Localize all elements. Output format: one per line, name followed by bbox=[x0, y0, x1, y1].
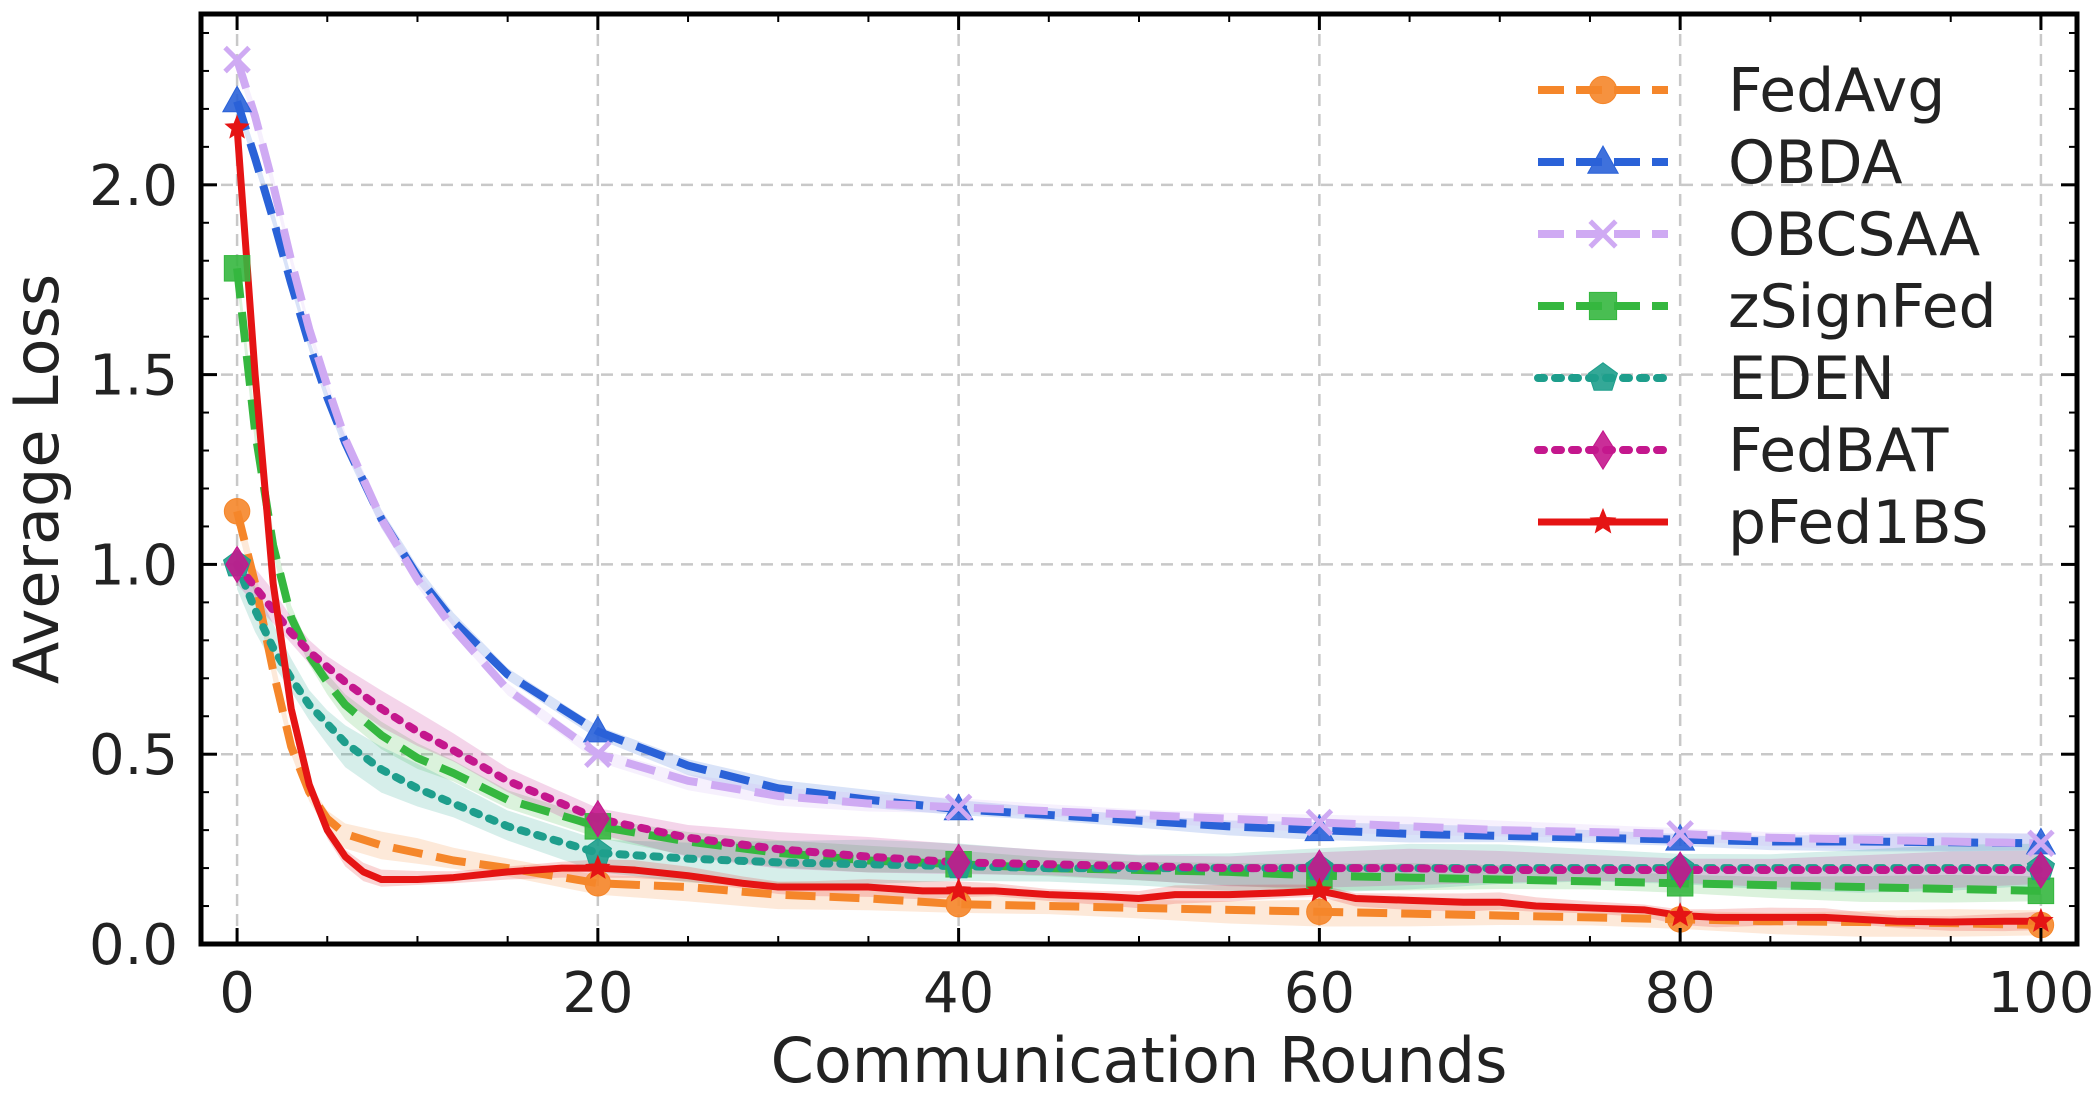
x-marker-stroke bbox=[1588, 219, 1618, 249]
y-tick-labels: 0.0 0.5 1.0 1.5 2.0 bbox=[89, 154, 178, 978]
x-tick-label: 20 bbox=[562, 961, 633, 1026]
zsignfed-line bbox=[233, 267, 2042, 895]
legend-marker-eden bbox=[1587, 362, 1619, 391]
legend-marker-fedbat bbox=[1590, 429, 1616, 471]
fedbat-marker bbox=[2029, 851, 2053, 889]
fedbat-band bbox=[237, 549, 2041, 890]
obcsaa-marker bbox=[1666, 820, 1694, 848]
obda-line bbox=[233, 100, 2041, 848]
pfed1bs-line bbox=[233, 127, 2041, 926]
pfed1bs-marker bbox=[585, 854, 611, 879]
series-lines bbox=[233, 58, 2045, 930]
x-marker-stroke bbox=[1305, 808, 1334, 837]
y-tick-label: 0.5 bbox=[89, 723, 178, 788]
fedbat-marker bbox=[1668, 851, 1692, 889]
obcsaa-marker bbox=[223, 45, 251, 74]
pfed1bs-marker bbox=[1667, 902, 1693, 927]
fedavg-marker bbox=[223, 498, 251, 525]
obda-marker bbox=[582, 715, 613, 743]
x-axis-label: Communication Rounds bbox=[771, 1024, 1508, 1097]
obcsaa-marker bbox=[584, 740, 612, 768]
y-tick-label: 2.0 bbox=[89, 154, 178, 219]
x-tick-label: 80 bbox=[1645, 961, 1716, 1026]
eden-band bbox=[237, 545, 2041, 893]
x-tick-label: 100 bbox=[1987, 961, 2094, 1026]
legend-marker-obda bbox=[1586, 144, 1620, 174]
obcsaa-marker bbox=[2027, 829, 2055, 858]
obcsaa-marker bbox=[944, 793, 973, 822]
x-marker-stroke bbox=[944, 793, 973, 822]
eden-line bbox=[233, 560, 2045, 873]
fedbat-marker bbox=[225, 545, 249, 584]
legend: FedAvgOBDAOBCSAAzSignFedEDENFedBATpFed1B… bbox=[1534, 56, 1997, 558]
legend-label-obda: OBDA bbox=[1728, 128, 1903, 198]
y-tick-label: 1.5 bbox=[89, 344, 178, 409]
pfed1bs-marker bbox=[1306, 877, 1333, 902]
legend-label-fedavg: FedAvg bbox=[1728, 56, 1945, 126]
legend-label-fedbat: FedBAT bbox=[1728, 416, 1949, 486]
fedbat-line bbox=[233, 560, 2045, 874]
fedavg-marker bbox=[584, 870, 612, 897]
y-tick-label: 0.0 bbox=[89, 913, 178, 978]
legend-label-pfed1bs: pFed1BS bbox=[1728, 488, 1989, 558]
legend-marker-obcsaa bbox=[1588, 219, 1618, 249]
x-tick-label: 40 bbox=[923, 961, 994, 1026]
grid bbox=[201, 14, 2077, 944]
legend-marker-fedavg bbox=[1588, 75, 1618, 105]
series-markers bbox=[221, 45, 2057, 939]
legend-label-eden: EDEN bbox=[1728, 344, 1895, 414]
obcsaa-marker bbox=[1305, 808, 1334, 837]
legend-label-zsignfed: zSignFed bbox=[1728, 272, 1997, 342]
legend-marker-zsignfed bbox=[1588, 291, 1618, 321]
pfed1bs-marker bbox=[945, 877, 972, 902]
pfed1bs-marker bbox=[2028, 907, 2054, 933]
x-marker-stroke bbox=[223, 45, 251, 74]
legend-label-obcsaa: OBCSAA bbox=[1728, 200, 1980, 270]
x-marker-stroke bbox=[1666, 820, 1694, 848]
fedavg-marker bbox=[1306, 898, 1333, 925]
obcsaa-line bbox=[233, 58, 2042, 848]
fedavg-line bbox=[233, 510, 2042, 930]
y-tick-label: 1.0 bbox=[89, 533, 178, 598]
fedbat-marker bbox=[586, 799, 610, 838]
pfed1bs-marker bbox=[224, 114, 250, 139]
x-tick-labels: 0 20 40 60 80 100 bbox=[219, 961, 2094, 1026]
bands bbox=[237, 51, 2041, 937]
x-tick-label: 0 bbox=[219, 961, 255, 1026]
legend-marker-pfed1bs bbox=[1589, 507, 1617, 534]
x-marker-stroke bbox=[584, 740, 612, 768]
axis-ticks bbox=[201, 14, 2077, 946]
x-tick-label: 60 bbox=[1284, 961, 1355, 1026]
x-marker-stroke bbox=[2027, 829, 2055, 858]
zsignfed-marker bbox=[223, 255, 251, 282]
y-axis-label: Average Loss bbox=[0, 274, 73, 684]
obda-marker bbox=[221, 85, 253, 113]
